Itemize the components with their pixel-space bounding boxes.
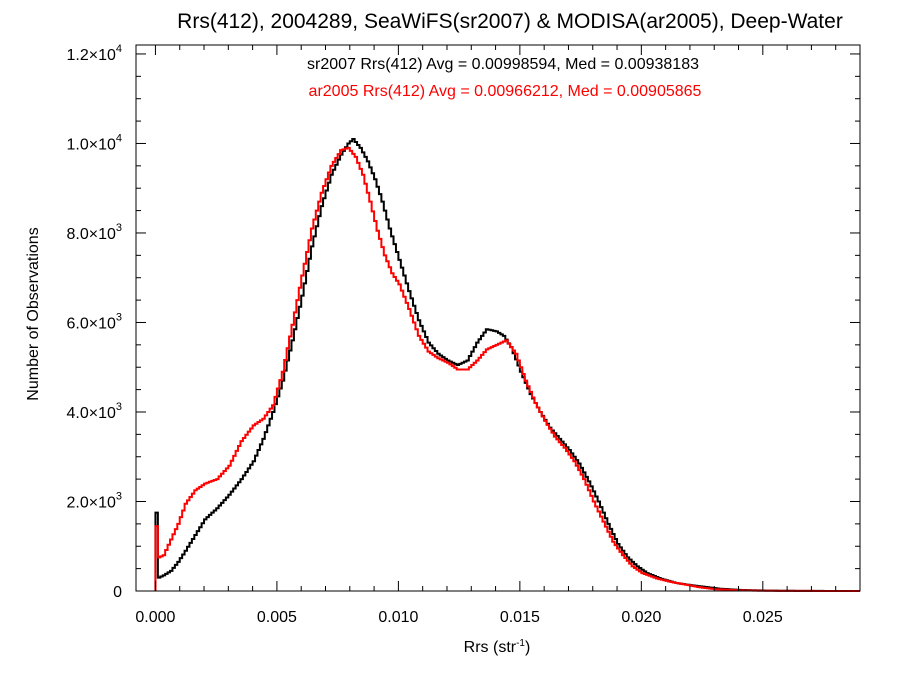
x-axis: 0.000 0.005 0.010 0.015 0.020 0.025 xyxy=(135,45,837,626)
series-line-sr2007 xyxy=(154,137,860,592)
x-tick-label: 0.020 xyxy=(621,609,661,626)
chart-title: Rrs(412), 2004289, SeaWiFS(sr2007) & MOD… xyxy=(177,10,843,33)
series-line-ar2005 xyxy=(154,146,860,592)
x-axis-label: Rrs (str-1) xyxy=(464,638,531,656)
x-tick-label: 0.015 xyxy=(500,609,540,626)
y-axis: 0 2.0×103 4.0×103 6.0×103 8.0×103 1.0×104 1.2×… xyxy=(66,43,860,601)
y-tick-label: 8.0×103 xyxy=(66,222,122,243)
x-axis-label-sup: -1 xyxy=(516,638,525,649)
y-tick-label: 1.0×104 xyxy=(66,132,122,153)
x-tick-label: 0.010 xyxy=(378,609,418,626)
y-axis-label: Number of Observations xyxy=(25,227,42,400)
plot-frame xyxy=(135,44,861,592)
y-tick-label: 6.0×103 xyxy=(66,311,122,332)
plot-area xyxy=(154,137,860,592)
x-axis-label-close: ) xyxy=(525,639,530,656)
annotation-ar2005: ar2005 Rrs(412) Avg = 0.00966212, Med = … xyxy=(309,83,702,100)
y-tick-label: 0 xyxy=(113,584,122,601)
x-tick-label: 0.000 xyxy=(135,609,175,626)
y-tick-label: 2.0×103 xyxy=(66,490,122,511)
x-tick-label: 0.005 xyxy=(257,609,297,626)
x-tick-label: 0.025 xyxy=(743,609,783,626)
x-axis-label-main: Rrs (str xyxy=(464,639,517,656)
annotation-sr2007: sr2007 Rrs(412) Avg = 0.00998594, Med = … xyxy=(307,56,699,73)
y-tick-label: 4.0×103 xyxy=(66,401,122,422)
y-tick-label: 1.2×104 xyxy=(66,43,122,64)
